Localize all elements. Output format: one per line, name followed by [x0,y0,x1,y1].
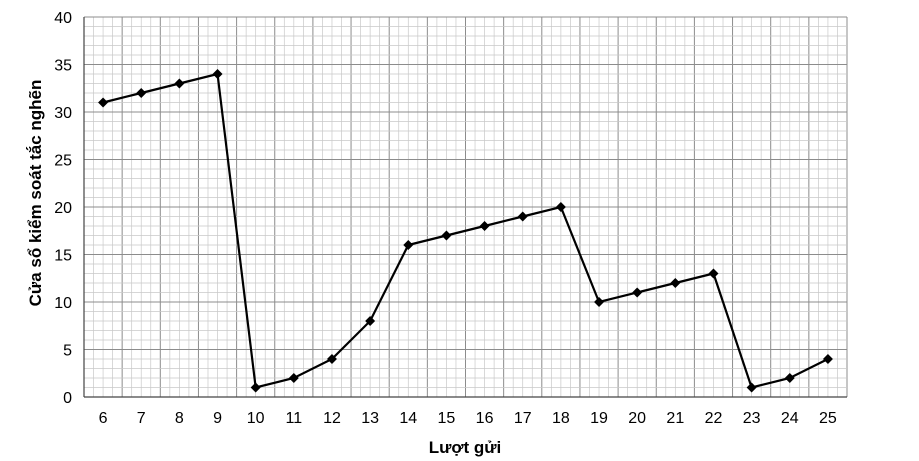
data-point-marker [746,382,757,393]
data-point-marker [594,297,605,307]
x-tick-label: 25 [819,410,837,427]
x-axis-title: Lượt gửi [429,438,502,457]
x-tick-label: 9 [213,410,222,427]
x-tick-label: 13 [361,410,379,427]
y-tick-labels: 0 5 10 15 20 25 30 35 40 [54,10,72,407]
y-tick-label: 0 [63,390,72,407]
y-tick-label: 35 [54,58,72,75]
y-tick-label: 25 [54,153,72,170]
data-point-marker [136,88,147,98]
y-tick-label: 40 [54,10,72,27]
x-tick-labels: 6 7 8 9 10 11 12 13 14 15 16 17 18 19 20 21 22 23 24 25 [99,410,837,427]
y-tick-label: 30 [54,105,72,122]
x-tick-label: 17 [514,410,532,427]
y-tick-label: 15 [54,248,72,265]
x-tick-label: 18 [552,410,570,427]
x-tick-label: 6 [99,410,108,427]
x-tick-label: 15 [438,410,456,427]
data-point-marker [517,211,528,222]
data-point-marker [365,316,376,326]
grid [83,16,848,398]
y-axis-title: Cửa sổ kiểm soát tắc nghẽn [26,80,45,307]
data-point-marker [174,78,185,89]
data-point-marker [555,202,566,212]
y-tick-label: 10 [54,295,72,312]
data-point-marker [250,382,261,393]
data-point-marker [441,230,452,241]
y-tick-label: 5 [63,343,72,360]
x-tick-label: 19 [590,410,608,427]
axes [83,17,847,398]
data-point-marker [98,97,109,108]
data-point-marker [632,287,643,298]
series-group [98,69,833,393]
data-point-marker [822,354,833,364]
data-point-marker [784,373,795,383]
x-tick-label: 7 [137,410,146,427]
series-line [102,72,829,389]
data-point-marker [288,373,299,383]
x-tick-label: 24 [781,410,799,427]
x-tick-label: 11 [286,410,303,427]
y-tick-label: 20 [54,200,72,217]
data-point-marker [212,69,223,79]
x-tick-label: 22 [705,410,723,427]
data-point-marker [670,278,681,288]
x-tick-label: 23 [743,410,761,427]
data-point-marker [403,240,414,250]
x-tick-label: 16 [476,410,494,427]
data-point-marker [326,354,337,364]
x-tick-label: 20 [628,410,646,427]
data-point-marker [479,221,490,231]
x-tick-label: 8 [175,410,184,427]
x-tick-label: 21 [666,410,684,427]
x-tick-label: 10 [247,410,265,427]
x-tick-label: 12 [323,410,341,427]
x-tick-label: 14 [399,410,417,427]
data-point-marker [708,268,719,279]
